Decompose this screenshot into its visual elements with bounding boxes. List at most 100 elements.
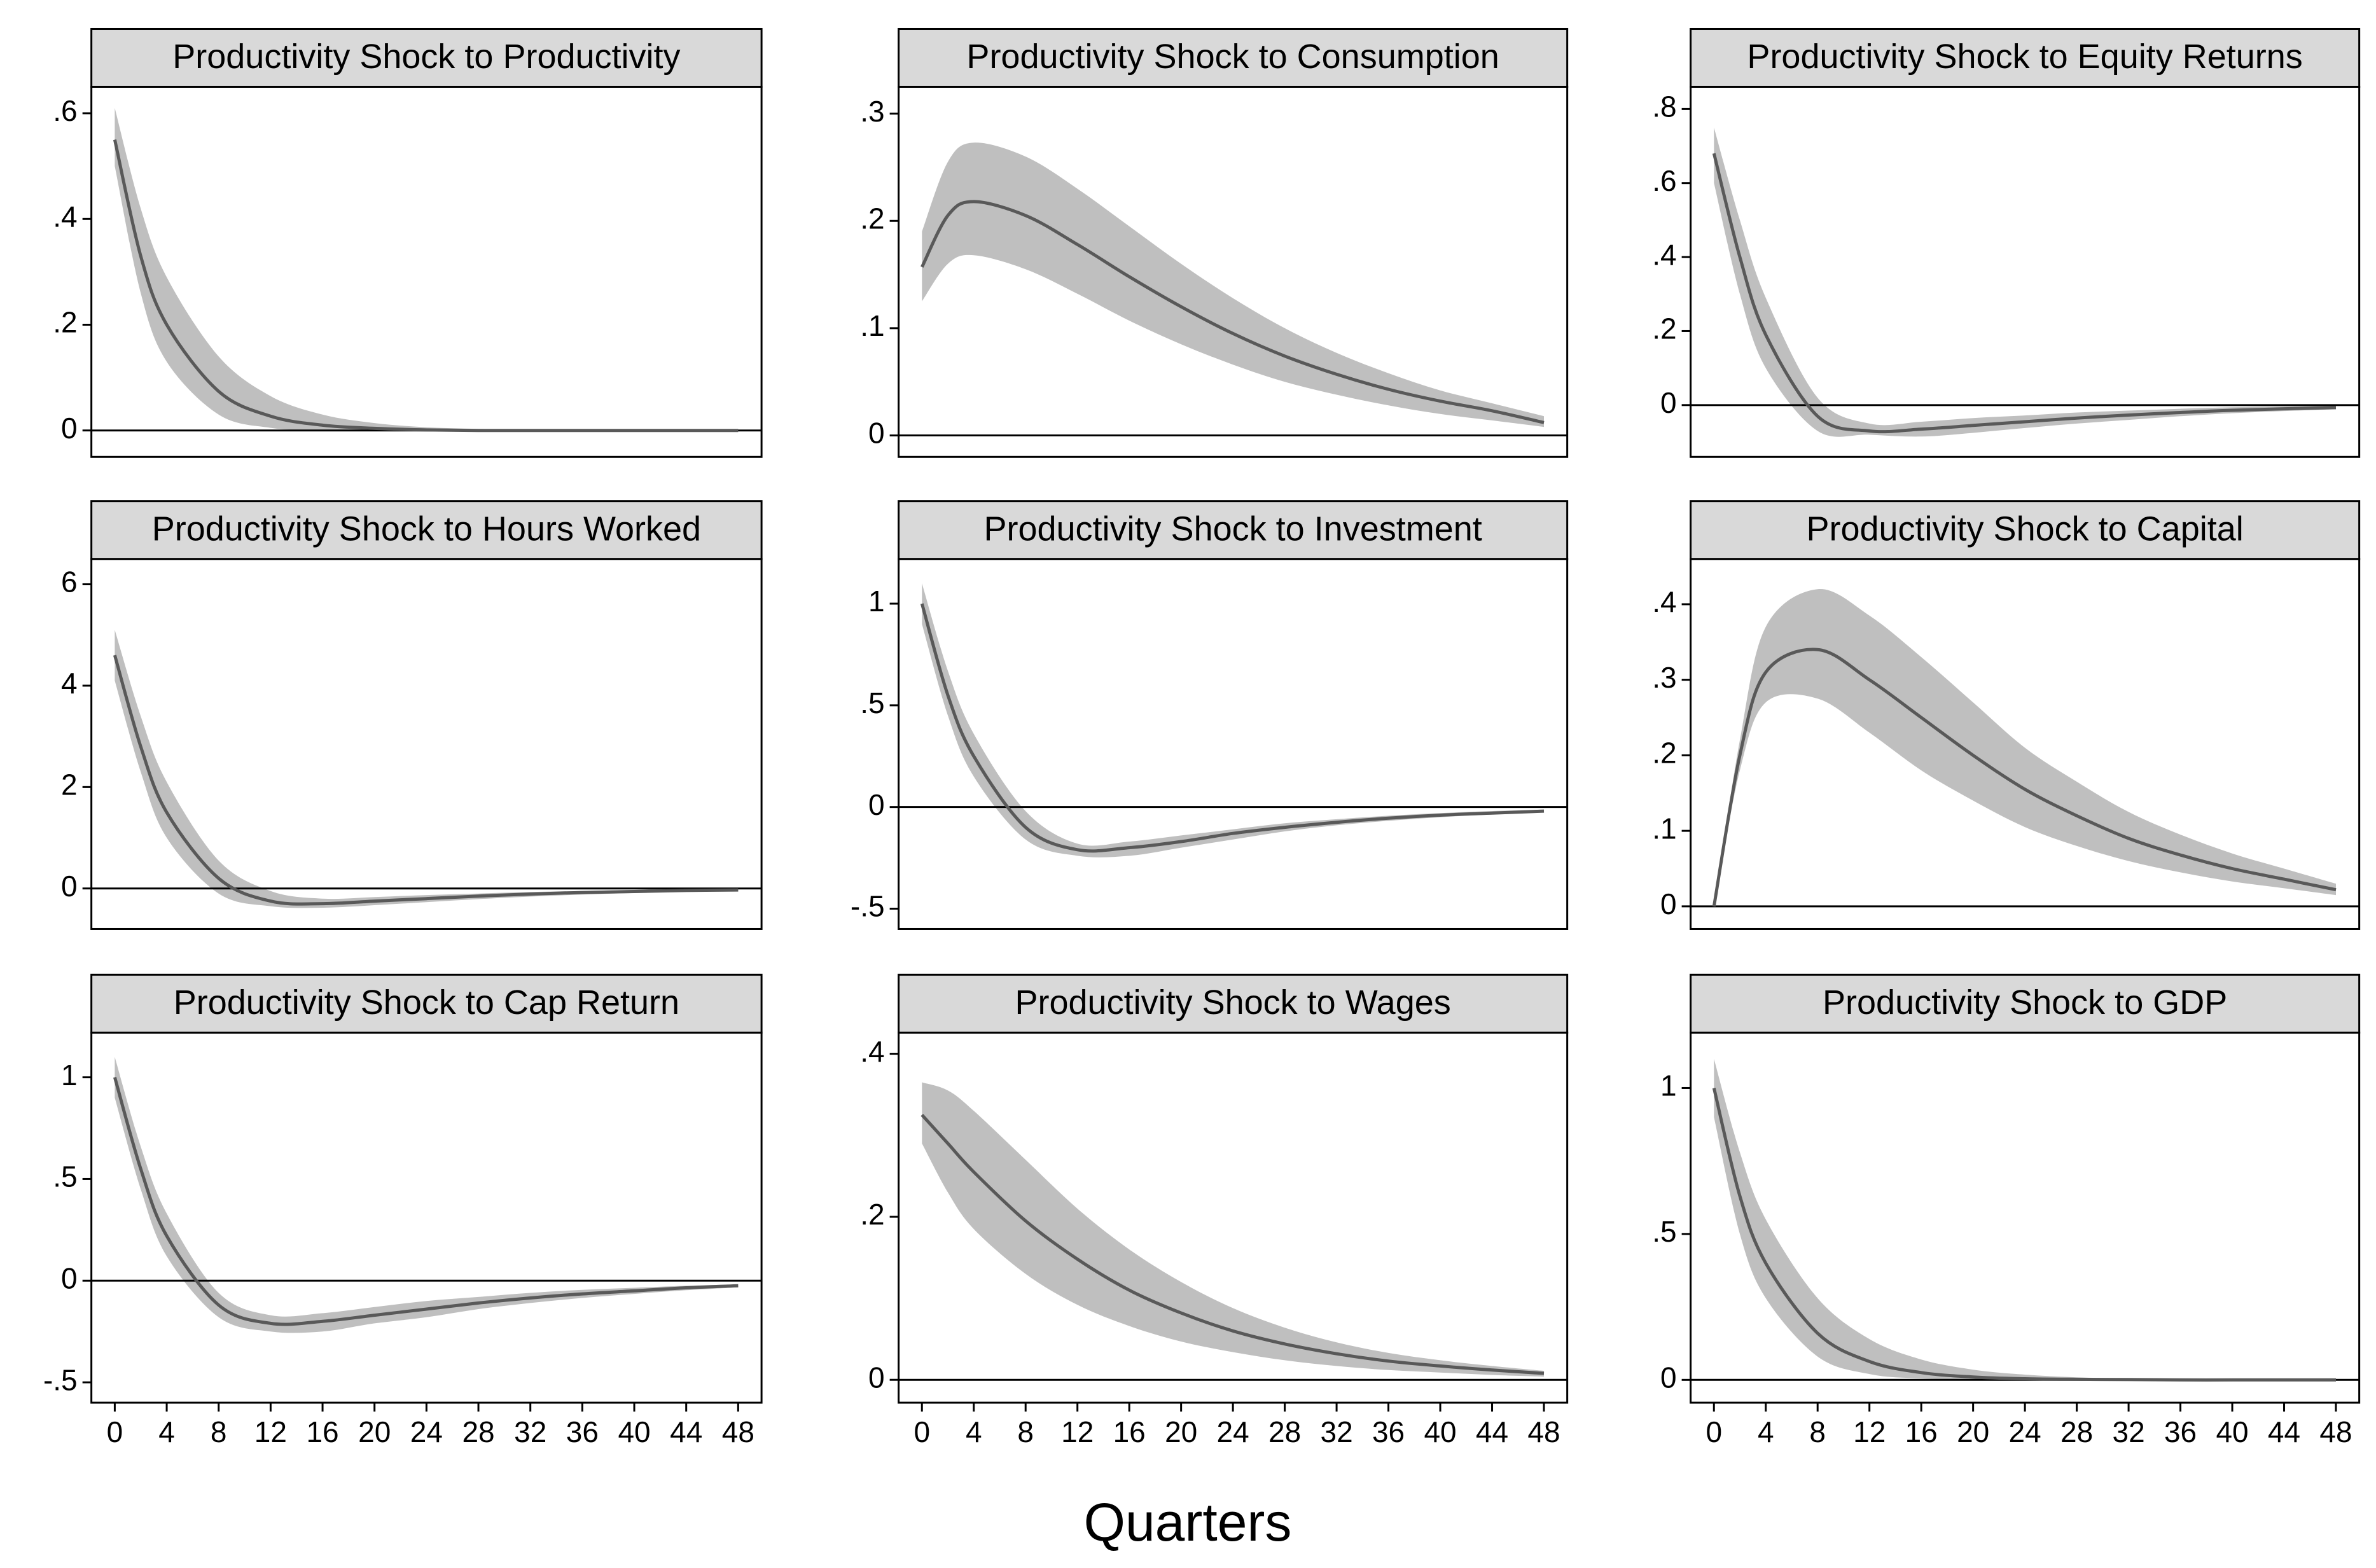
confidence-band (922, 142, 1544, 427)
title-strip (898, 27, 1569, 88)
y-tick-label: 1 (868, 585, 885, 618)
title-strip (1690, 500, 2361, 560)
panel-title: Productivity Shock to Consumption (966, 38, 1499, 76)
x-tick-label: 44 (670, 1415, 702, 1448)
y-tick-label: .1 (1652, 812, 1676, 845)
y-tick-label: 0 (61, 870, 78, 903)
x-tick-label: 4 (1758, 1415, 1774, 1448)
x-tick-label: 8 (1809, 1415, 1826, 1448)
x-tick-label: 40 (2216, 1415, 2248, 1448)
y-tick-label: -.5 (851, 890, 885, 923)
y-tick-label: -.5 (43, 1363, 78, 1396)
x-tick-label: 36 (566, 1415, 599, 1448)
response-line (113, 655, 739, 906)
x-tick-label: 28 (1268, 1415, 1301, 1448)
x-tick-label: 24 (2009, 1415, 2041, 1448)
confidence-band (1714, 127, 2336, 437)
x-tick-label: 0 (1706, 1415, 1722, 1448)
title-strip (90, 973, 763, 1034)
x-tick-label: 4 (158, 1415, 175, 1448)
panel-title: Productivity Shock to GDP (1823, 983, 2227, 1022)
title-strip (1690, 973, 2361, 1034)
x-tick-label: 20 (358, 1415, 391, 1448)
y-tick-label: 0 (868, 1361, 885, 1394)
response-line (920, 603, 1545, 853)
plot-frame (90, 1031, 763, 1404)
title-strip (90, 27, 763, 88)
plot-frame (90, 558, 763, 930)
x-tick-label: 40 (618, 1415, 650, 1448)
y-tick-label: .2 (53, 306, 77, 339)
panel: 0.2.40 4 8 12 16 20 24 28 32 36 40 44 48Productivity… (860, 973, 1569, 1448)
x-tick-label: 12 (1853, 1415, 1886, 1448)
x-tick-label: 24 (410, 1415, 443, 1448)
x-tick-label: 24 (1217, 1415, 1249, 1448)
y-tick-label: .4 (860, 1035, 884, 1068)
y-tick-label: .2 (860, 202, 884, 235)
panel: 0 .1 .2 .3 .4 Productivity Shock to Capital (1652, 500, 2361, 930)
panel: -.5 0 .5 1 Productivity Shock to Investment (851, 500, 1569, 930)
x-tick-label: 48 (722, 1415, 754, 1448)
x-tick-label: 0 (914, 1415, 930, 1448)
y-tick-label: 0 (1660, 386, 1677, 419)
response-line (1712, 153, 2337, 434)
y-tick-label: .1 (860, 309, 884, 342)
y-tick-label: 0 (1660, 887, 1677, 920)
title-strip (90, 500, 763, 560)
response-line (113, 1076, 739, 1326)
plot-frame (1690, 1031, 2361, 1404)
y-tick-label: .8 (1652, 90, 1676, 123)
y-tick-label: .4 (1652, 238, 1676, 271)
x-tick-label: 8 (1017, 1415, 1034, 1448)
y-tick-label: 0 (61, 412, 78, 445)
panel: -.50.510 4 8 12 16 20 24 28 32 36 40 44 48Productivi… (43, 973, 763, 1448)
x-tick-label: 48 (2319, 1415, 2352, 1448)
x-tick-label: 44 (1476, 1415, 1508, 1448)
plot-frame (898, 558, 1569, 930)
x-tick-label: 0 (107, 1415, 123, 1448)
y-tick-label: 1 (61, 1058, 78, 1092)
panel-title: Productivity Shock to Hours Worked (152, 510, 701, 548)
y-tick-label: 0 (868, 417, 885, 450)
x-tick-label: 28 (462, 1415, 494, 1448)
panel-title: Productivity Shock to Productivity (172, 38, 680, 76)
x-tick-label: 32 (1321, 1415, 1353, 1448)
y-tick-label: .2 (860, 1198, 884, 1231)
x-tick-label: 28 (2060, 1415, 2093, 1448)
x-tick-label: 44 (2268, 1415, 2300, 1448)
x-tick-label: 4 (966, 1415, 982, 1448)
panel-title: Productivity Shock to Equity Returns (1747, 38, 2302, 76)
x-tick-label: 40 (1424, 1415, 1456, 1448)
y-tick-label: .3 (860, 95, 884, 128)
y-tick-label: 4 (61, 667, 78, 700)
x-tick-label: 20 (1957, 1415, 1989, 1448)
panel: 0 .2 .4 .6 Productivity Shock to Productivit… (53, 27, 763, 458)
y-tick-label: .5 (860, 686, 884, 719)
x-tick-label: 20 (1165, 1415, 1197, 1448)
x-tick-label: 16 (1113, 1415, 1146, 1448)
response-line (113, 139, 739, 433)
x-tick-label: 16 (306, 1415, 338, 1448)
y-tick-label: .2 (1652, 312, 1676, 345)
y-tick-label: .2 (1652, 737, 1676, 770)
x-tick-label: 16 (1905, 1415, 1938, 1448)
y-tick-label: 0 (1660, 1361, 1677, 1394)
plot-frame (90, 85, 763, 458)
x-tick-label: 8 (211, 1415, 227, 1448)
confidence-band (1714, 588, 2336, 906)
response-line (921, 200, 1545, 424)
x-tick-label: 12 (1061, 1415, 1094, 1448)
y-tick-label: .6 (1652, 164, 1676, 197)
y-tick-label: .5 (53, 1160, 77, 1193)
confidence-band (922, 1082, 1544, 1377)
panel-title: Productivity Shock to Investment (983, 510, 1482, 548)
y-tick-label: 0 (868, 788, 885, 821)
y-tick-label: .3 (1652, 661, 1676, 694)
y-tick-label: .4 (1652, 585, 1676, 618)
title-strip (898, 973, 1569, 1034)
x-tick-label: 12 (254, 1415, 287, 1448)
panel: 0 .2 .4 .6 .8 Productivity Shock to Equity Re… (1652, 27, 2361, 458)
x-tick-label: 48 (1527, 1415, 1560, 1448)
y-tick-label: .5 (1652, 1215, 1676, 1248)
